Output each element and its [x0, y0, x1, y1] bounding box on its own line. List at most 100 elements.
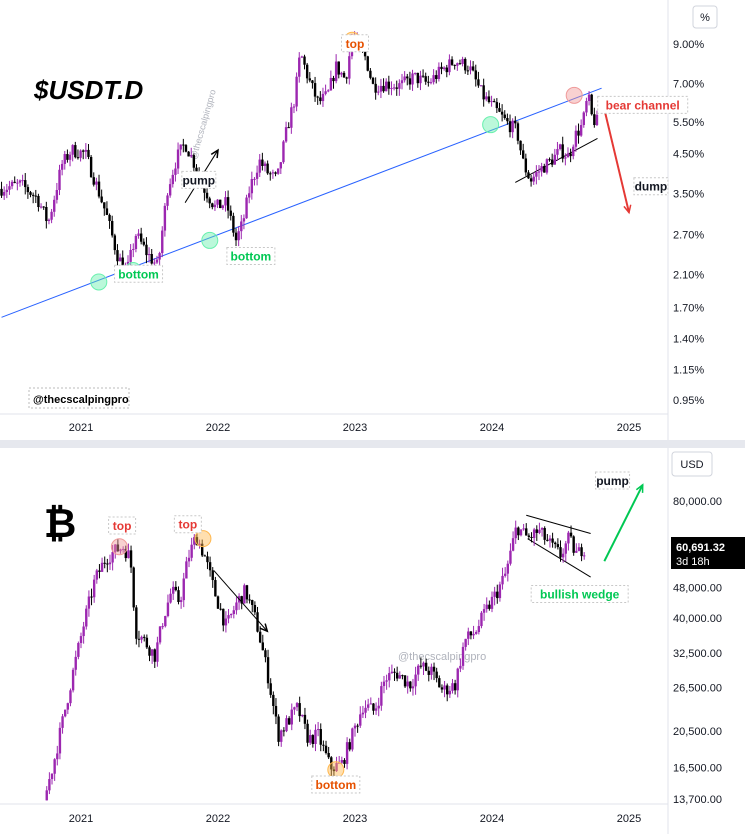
candle-down	[527, 535, 531, 537]
candle-down	[440, 66, 443, 70]
pane-separator[interactable]	[0, 440, 745, 448]
candle-up	[229, 613, 233, 616]
candle-up	[400, 80, 404, 84]
candle-up	[374, 708, 378, 711]
candle-up	[10, 181, 14, 187]
candle-up	[63, 154, 66, 164]
price-tick-label: 3.50%	[673, 188, 704, 200]
candle-up	[185, 561, 188, 579]
candle-down	[208, 562, 212, 571]
candle-up	[282, 141, 285, 163]
candle-down	[76, 157, 80, 159]
candle-up	[443, 685, 446, 690]
candle-up	[166, 602, 170, 617]
candle-down	[74, 145, 77, 158]
candle-down	[303, 56, 306, 65]
candle-up	[168, 184, 172, 196]
candle-up	[538, 529, 541, 533]
candle-down	[593, 114, 596, 126]
candle-up	[398, 83, 401, 89]
candle-up	[77, 643, 80, 657]
candle-down	[517, 527, 520, 536]
candle-up	[242, 218, 246, 222]
candle-up	[329, 77, 333, 91]
candle-up	[227, 615, 230, 619]
candle-down	[458, 63, 462, 65]
candle-up	[58, 727, 62, 754]
candle-down	[92, 177, 95, 185]
candle-up	[384, 81, 388, 92]
candle-up	[121, 548, 125, 550]
price-tick-label: 26,500.00	[673, 683, 722, 695]
candle-up	[411, 73, 414, 85]
candle-up	[558, 144, 562, 150]
price-tick-label: 1.70%	[673, 303, 704, 315]
price-tick-label: 32,500.00	[673, 648, 722, 660]
last-price-value: 60,691.32	[676, 542, 725, 554]
candle-up	[182, 578, 185, 601]
candle-down	[469, 631, 473, 636]
last-price-badge: 60,691.32 3d 18h	[671, 537, 745, 569]
candle-up	[411, 686, 415, 689]
candle-up	[118, 257, 122, 262]
candle-up	[506, 563, 510, 574]
candle-down	[554, 542, 557, 545]
candle-down	[269, 683, 272, 695]
candle-up	[63, 709, 67, 717]
candle-up	[213, 204, 217, 208]
candle-up	[108, 562, 112, 565]
candle-up	[472, 633, 475, 636]
candle-up	[87, 596, 91, 609]
highlight-circle	[194, 530, 212, 548]
highlight-circle	[201, 231, 219, 249]
annotation-box	[633, 177, 669, 196]
candle-down	[287, 127, 290, 129]
candle-up	[245, 197, 248, 219]
candle-down	[219, 199, 222, 209]
candle-up	[564, 543, 567, 554]
candle-up	[114, 544, 117, 553]
candle-up	[583, 555, 586, 557]
candle-down	[216, 596, 220, 609]
price-tick-label: 7.00%	[673, 79, 704, 91]
candle-up	[79, 636, 83, 644]
candle-up	[69, 690, 72, 704]
price-tick-label: 16,500.00	[673, 763, 722, 775]
candle-up	[224, 197, 227, 206]
candle-down	[174, 586, 178, 591]
candle-up	[263, 163, 267, 166]
candle-down	[261, 642, 264, 651]
candle-up	[390, 88, 393, 90]
candle-down	[266, 657, 270, 684]
candle-up	[364, 707, 367, 713]
candle-down	[153, 649, 156, 662]
candle-down	[31, 194, 35, 196]
candle-down	[387, 81, 391, 89]
candle-up	[437, 66, 441, 80]
candle-up	[419, 75, 422, 84]
candle-up	[422, 662, 425, 667]
candle-up	[359, 714, 362, 726]
candle-up	[567, 532, 570, 544]
candle-up	[134, 235, 138, 250]
candle-up	[2, 192, 6, 196]
bottom-unit-box: USD	[671, 451, 713, 477]
candle-down	[498, 108, 501, 112]
candle-down	[343, 760, 346, 764]
candle-up	[582, 112, 585, 126]
candle-down	[13, 181, 16, 183]
candle-up	[155, 259, 159, 263]
candle-down	[524, 158, 528, 173]
candle-down	[530, 536, 533, 538]
candle-down	[145, 244, 148, 256]
candle-down	[308, 78, 311, 81]
annotation-label: pump	[596, 474, 629, 488]
candle-down	[116, 544, 120, 552]
candle-down	[29, 192, 32, 195]
candle-down	[453, 683, 457, 691]
trend-arrow-head	[210, 148, 219, 159]
candle-up	[511, 538, 515, 551]
time-tick-label: 2022	[206, 813, 230, 825]
candle-down	[482, 85, 485, 100]
